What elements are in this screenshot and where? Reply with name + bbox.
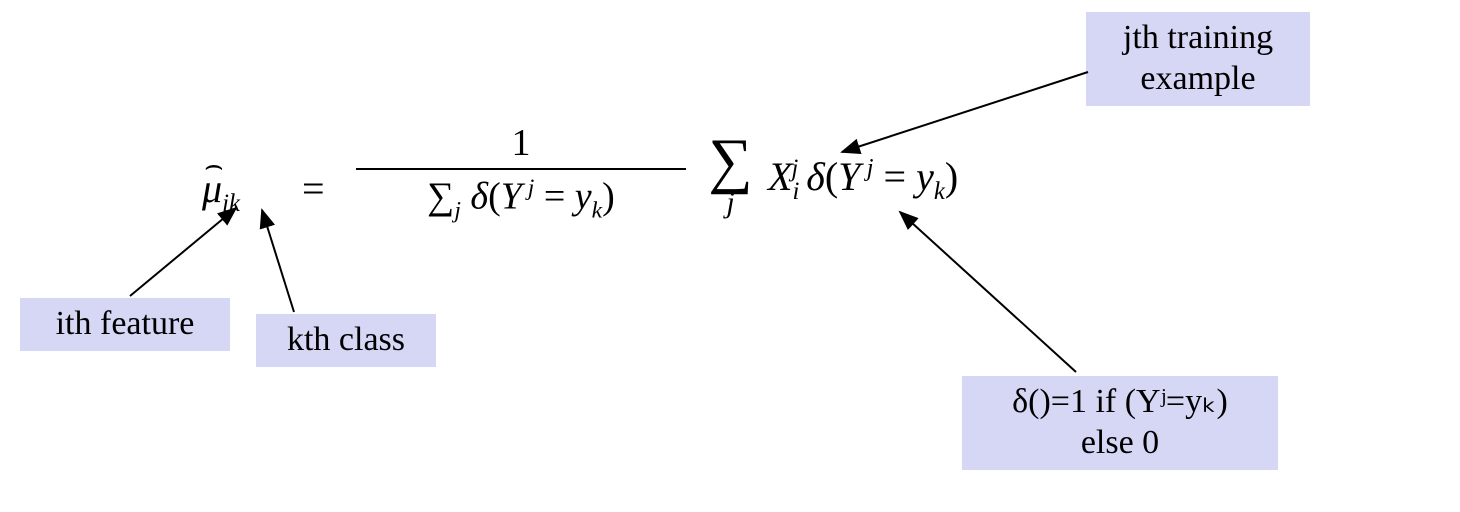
callout-text: jth trainingexample <box>1123 19 1273 97</box>
mu-subscript: ik <box>222 190 240 217</box>
callout-line1: δ()=1 if (Yʲ=yₖ) <box>976 382 1264 423</box>
arrow-kth <box>262 210 294 312</box>
callout-ith-feature: ith feature <box>20 298 230 351</box>
equals-sign: = <box>302 165 325 212</box>
arrow-jth <box>842 72 1088 152</box>
fraction-bar <box>356 168 686 170</box>
callout-line2: else 0 <box>976 423 1264 464</box>
fraction-denominator: ∑j δ(Y j = yk) <box>356 172 686 224</box>
sum-symbol: ∑ <box>698 130 763 192</box>
callout-indicator-function: δ()=1 if (Yʲ=yₖ) else 0 <box>962 376 1278 470</box>
summation: ∑ j <box>698 130 763 220</box>
callout-text: ith feature <box>56 305 195 342</box>
mu-symbol: μ <box>202 166 222 211</box>
fraction: 1 ∑j δ(Y j = yk) <box>356 124 686 224</box>
fraction-numerator: 1 <box>356 124 686 166</box>
equation-rhs: Xij δ(Y j = yk) <box>768 153 958 206</box>
callout-jth-training-example: jth trainingexample <box>1086 12 1310 106</box>
arrow-ith <box>130 208 236 296</box>
arrow-indicator <box>900 212 1076 372</box>
mu-hat: μik <box>202 165 240 218</box>
callout-text: kth class <box>287 321 405 358</box>
callout-kth-class: kth class <box>256 314 436 367</box>
